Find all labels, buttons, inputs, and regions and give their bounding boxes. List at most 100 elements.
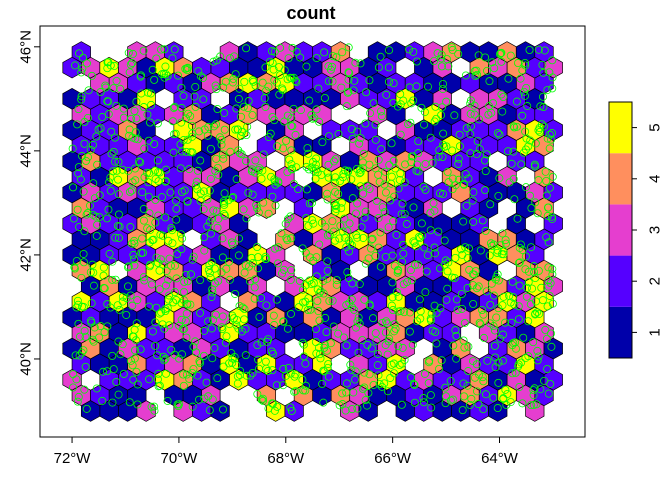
point-marker <box>548 172 557 181</box>
point-marker <box>160 45 169 54</box>
point-marker <box>228 193 237 202</box>
point-marker <box>234 251 243 260</box>
point-marker <box>353 404 362 413</box>
point-marker <box>298 375 307 384</box>
hex-cell <box>90 166 110 188</box>
point-marker <box>81 362 90 371</box>
point-marker <box>534 45 543 54</box>
point-marker <box>384 223 393 232</box>
point-marker <box>96 88 105 97</box>
point-marker <box>530 384 539 393</box>
point-marker <box>294 303 303 312</box>
color-legend: 1 2 3 4 5 <box>608 101 664 359</box>
point-marker <box>498 301 507 310</box>
point-marker <box>136 345 145 354</box>
point-marker <box>241 156 250 165</box>
point-marker <box>462 124 471 133</box>
point-marker <box>150 139 159 148</box>
point-marker <box>531 198 540 207</box>
point-marker <box>338 227 347 236</box>
point-marker <box>451 181 460 190</box>
point-marker <box>492 273 501 282</box>
point-marker <box>124 166 133 175</box>
point-marker <box>496 334 505 343</box>
point-marker <box>468 357 477 366</box>
point-marker <box>438 85 447 94</box>
point-marker <box>501 235 510 244</box>
point-marker <box>103 367 112 376</box>
point-marker <box>356 134 365 143</box>
point-marker <box>152 303 161 312</box>
point-marker <box>344 166 353 175</box>
point-marker <box>383 319 392 328</box>
point-marker <box>356 182 365 191</box>
point-marker <box>80 326 89 335</box>
point-marker <box>548 129 557 138</box>
point-marker <box>179 287 188 296</box>
point-marker <box>287 309 296 318</box>
point-marker <box>372 336 381 345</box>
hex-cell <box>62 88 82 110</box>
hex-cell <box>256 134 277 157</box>
point-marker <box>321 313 330 322</box>
point-marker <box>130 255 139 264</box>
hex-cell <box>321 88 341 110</box>
point-marker <box>164 291 173 300</box>
point-marker <box>206 174 215 183</box>
point-marker <box>286 403 295 412</box>
point-marker <box>348 405 357 414</box>
point-marker <box>151 174 160 183</box>
point-marker <box>263 367 272 376</box>
point-marker <box>143 224 152 233</box>
point-marker <box>259 150 268 159</box>
point-marker <box>359 233 368 242</box>
point-marker <box>347 125 356 134</box>
point-marker <box>362 88 371 97</box>
point-marker <box>158 260 167 269</box>
point-marker <box>195 127 204 136</box>
point-marker <box>235 84 244 93</box>
point-marker <box>526 401 535 410</box>
point-marker <box>521 252 530 261</box>
point-marker <box>426 133 435 142</box>
hex-cell <box>155 150 175 173</box>
point-marker <box>374 214 383 223</box>
point-marker <box>323 257 332 266</box>
point-marker <box>328 77 337 86</box>
point-marker <box>243 122 252 131</box>
point-marker <box>264 82 273 91</box>
point-marker <box>454 154 463 163</box>
point-marker <box>495 130 504 139</box>
point-marker <box>200 246 209 255</box>
point-marker <box>106 186 115 195</box>
point-marker <box>521 127 530 136</box>
point-marker <box>431 102 440 111</box>
point-marker <box>281 371 290 380</box>
point-marker <box>249 77 258 86</box>
point-marker <box>153 119 162 128</box>
point-marker <box>461 243 470 252</box>
point-marker <box>271 201 280 210</box>
point-marker <box>184 109 193 118</box>
x-tick-label: 68°W <box>267 450 305 467</box>
point-marker <box>274 177 283 186</box>
point-marker <box>315 240 324 249</box>
point-marker <box>83 209 92 218</box>
point-marker <box>79 303 88 312</box>
point-marker <box>548 270 557 279</box>
point-marker <box>211 120 220 129</box>
point-marker <box>130 236 139 245</box>
legend-swatch <box>609 153 632 205</box>
point-marker <box>376 262 385 271</box>
point-marker <box>533 308 542 317</box>
point-marker <box>470 110 479 119</box>
point-marker <box>479 405 488 414</box>
point-marker <box>420 243 429 252</box>
point-marker <box>396 100 405 109</box>
hex-cell <box>367 72 388 95</box>
point-marker <box>188 121 197 130</box>
point-marker <box>224 257 233 266</box>
point-marker <box>323 189 332 198</box>
point-marker <box>361 396 370 405</box>
point-marker <box>287 146 296 155</box>
